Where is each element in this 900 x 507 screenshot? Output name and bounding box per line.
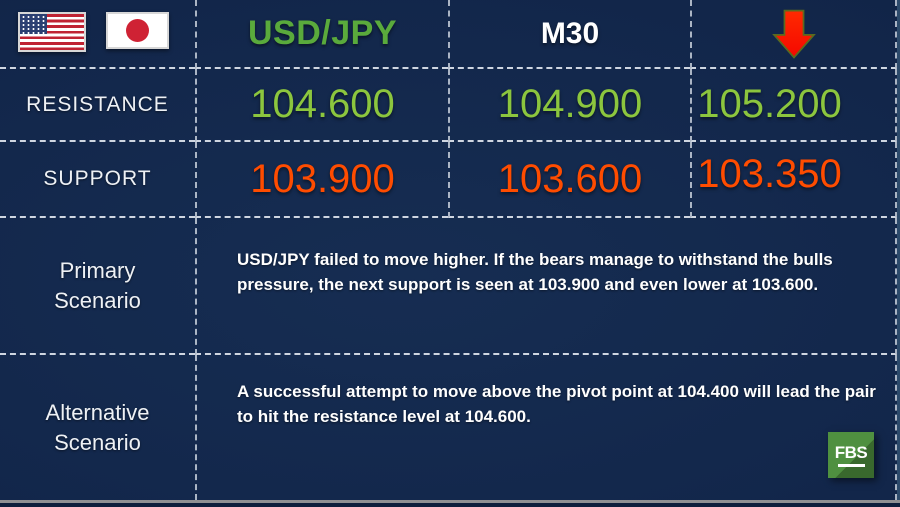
support-label-cell: SUPPORT [0, 142, 195, 218]
primary-scenario-cell: USD/JPY failed to move higher. If the be… [195, 218, 897, 355]
support-row-label: SUPPORT [43, 167, 152, 190]
fbs-logo-text: FBS [834, 442, 868, 462]
pair-cell: USD/JPY [195, 0, 448, 69]
resistance-cell-2: 104.900 [448, 69, 690, 142]
primary-scenario-label: Primary Scenario [54, 257, 141, 313]
flags-cell [0, 0, 195, 69]
timeframe-label: M30 [540, 16, 600, 50]
japan-flag-icon [106, 12, 169, 49]
support-cell-3: 103.350 [690, 142, 897, 218]
resistance-cell-1: 104.600 [195, 69, 448, 142]
primary-scenario-text: USD/JPY failed to move higher. If the be… [237, 250, 833, 294]
resistance-label-cell: RESISTANCE [0, 69, 195, 142]
us-flag-canton [20, 14, 47, 34]
resistance-cell-3: 105.200 [690, 69, 897, 142]
alternative-scenario-cell: A successful attempt to move above the p… [195, 355, 897, 500]
support-cell-1: 103.900 [195, 142, 448, 218]
primary-scenario-label-cell: Primary Scenario [0, 218, 195, 355]
us-flag-icon [18, 12, 86, 52]
timeframe-cell: M30 [448, 0, 690, 69]
resistance-row-label: RESISTANCE [26, 92, 169, 116]
fbs-logo-underline [837, 463, 865, 467]
resistance-value: 104.900 [497, 82, 643, 126]
resistance-value: 104.600 [250, 82, 395, 126]
pair-label: USD/JPY [248, 14, 397, 52]
support-value: 103.900 [250, 156, 395, 201]
slide-right-edge [897, 0, 900, 500]
bottom-divider-line [0, 500, 900, 503]
support-cell-2: 103.600 [448, 142, 690, 218]
support-value: 103.600 [497, 156, 643, 201]
alternative-scenario-label-cell: Alternative Scenario [0, 355, 195, 500]
support-value: 103.350 [697, 151, 842, 196]
alternative-scenario-text: A successful attempt to move above the p… [237, 382, 876, 426]
fbs-logo: FBS [828, 432, 874, 478]
trend-cell [690, 0, 897, 69]
down-arrow-icon [771, 9, 816, 59]
bottom-strip [0, 503, 900, 507]
resistance-value: 105.200 [697, 82, 842, 126]
alternative-scenario-label: Alternative Scenario [45, 399, 150, 455]
japan-flag-sun [126, 19, 149, 42]
